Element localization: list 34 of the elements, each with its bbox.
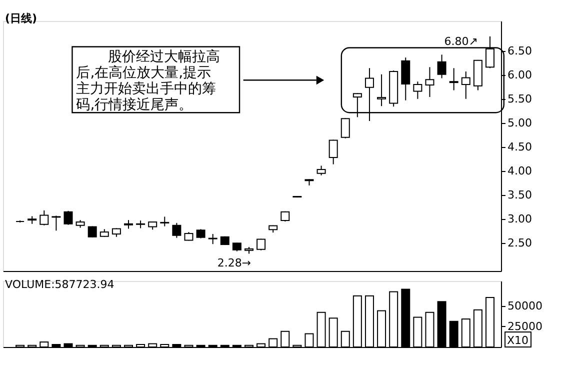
annotation: 股价经过大幅拉高后,在高位放大量,提示主力开始卖出手中的筹码,行情接近尾声。	[76, 48, 220, 113]
chart-title: (日线)	[5, 12, 38, 25]
candlestick	[328, 139, 338, 165]
y-tick-label: 3.00	[508, 212, 532, 226]
candlestick	[461, 70, 470, 100]
annotation: 2.28→	[217, 256, 252, 270]
candlestick	[196, 228, 206, 239]
candlestick	[401, 57, 410, 101]
candlestick	[52, 215, 61, 232]
y-tick-label: 25000	[508, 320, 542, 333]
y-tick-label: 4.00	[508, 164, 532, 178]
candlestick	[340, 118, 350, 139]
candlestick	[413, 81, 422, 100]
y-tick-label: 6.00	[508, 68, 532, 82]
y-tick-label: 6.50	[508, 44, 532, 58]
annotation: VOLUME:587723.94	[5, 278, 114, 291]
candlestick	[449, 68, 458, 91]
candlestick	[160, 216, 170, 227]
y-tick-label: 2.50	[508, 236, 532, 250]
candlestick	[40, 210, 49, 226]
candlestick	[425, 66, 434, 98]
candlestick	[377, 74, 386, 107]
text: X10	[507, 334, 529, 347]
y-tick-label: 5.50	[508, 92, 532, 106]
candlestick	[437, 54, 446, 79]
candlestick	[316, 165, 326, 176]
candlestick	[172, 222, 182, 238]
y-tick-label: 5.00	[508, 116, 532, 130]
y-tick-label: 50000	[508, 299, 542, 312]
candlestick	[208, 233, 218, 245]
candlestick	[64, 210, 73, 226]
annotation: 6.80↗	[444, 34, 478, 48]
y-tick-label: 4.50	[508, 140, 532, 154]
y-tick-label: 3.50	[508, 188, 532, 202]
